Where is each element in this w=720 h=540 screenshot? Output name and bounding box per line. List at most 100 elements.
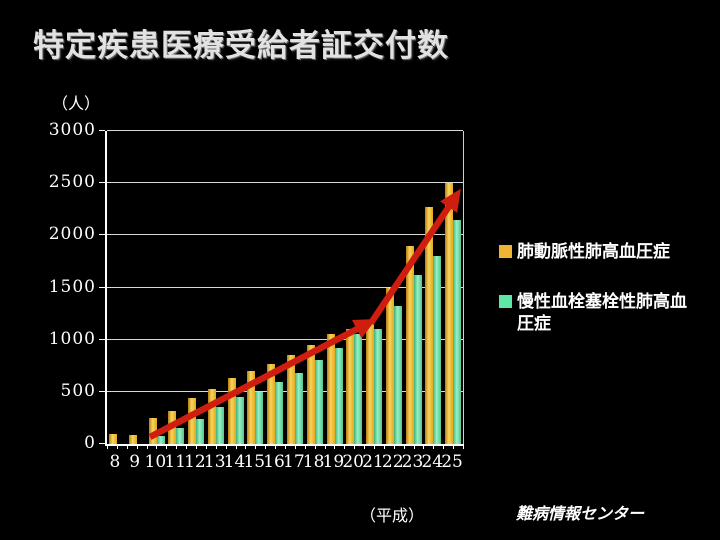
bar-pah	[227, 378, 236, 444]
bar-cteph	[433, 256, 442, 444]
y-tick-label: 1500	[48, 276, 96, 297]
y-axis-labels: 0 500 1000 1500 2000 2500 3000	[0, 0, 96, 540]
x-axis-tick	[354, 444, 356, 449]
x-axis-tick	[364, 444, 366, 449]
gridline	[107, 182, 463, 184]
bar-pah	[109, 433, 117, 444]
x-axis-tick	[443, 444, 445, 449]
bar-pah	[346, 329, 355, 444]
x-axis-tick	[324, 444, 326, 449]
x-tick-label: 13	[203, 452, 226, 472]
y-tick-label: 0	[84, 433, 96, 453]
x-tick-label: 18	[302, 452, 325, 472]
x-axis-tick	[304, 444, 306, 449]
y-axis-tick	[99, 338, 105, 340]
bar-cteph	[354, 334, 363, 444]
bar-pah	[287, 355, 295, 444]
chart-title: 特定疾患医療受給者証交付数	[33, 28, 449, 64]
x-axis-tick	[126, 444, 128, 449]
x-axis-tick	[255, 444, 257, 449]
x-tick-label: 10	[144, 452, 167, 472]
x-axis-tick	[383, 444, 385, 449]
y-axis-tick	[99, 443, 105, 444]
x-tick-label: 20	[342, 452, 364, 472]
y-tick-label: 1000	[48, 328, 96, 349]
bar-pah	[267, 363, 276, 444]
bar-cteph	[275, 382, 284, 444]
x-axis-tick	[275, 444, 277, 449]
y-axis-tick	[99, 234, 105, 236]
x-axis-tick	[235, 444, 237, 449]
x-tick-label: 23	[401, 452, 424, 472]
x-axis-tick	[433, 444, 435, 449]
legend-item-cteph: 慢性血栓塞栓性肺高血圧症	[499, 291, 699, 335]
y-tick-label: 3000	[48, 120, 96, 140]
x-axis-tick	[374, 444, 375, 449]
x-axis-tick	[166, 444, 168, 449]
x-axis-tick	[107, 444, 108, 449]
x-axis-tick	[265, 444, 267, 449]
legend-swatch-cteph	[499, 295, 512, 308]
bar-pah	[247, 370, 256, 444]
y-tick-label: 500	[60, 380, 96, 401]
bar-cteph	[393, 306, 402, 444]
bar-cteph	[334, 348, 343, 444]
bar-pah	[445, 183, 454, 444]
bar-cteph	[235, 397, 244, 444]
x-axis-tick	[176, 444, 178, 449]
x-axis-tick	[186, 444, 188, 449]
bar-pah	[188, 398, 197, 444]
x-axis-tick	[344, 444, 346, 449]
x-tick-label: 11	[164, 452, 186, 472]
x-tick-label: 22	[381, 452, 404, 472]
plot-area	[99, 130, 464, 449]
bar-pah	[306, 344, 315, 444]
y-axis-tick	[99, 390, 105, 392]
x-axis-labels: 8 9 10 11 12 13 14 15 16 17 18 19 20 21 22 23 24 25	[105, 452, 463, 476]
x-axis-tick	[294, 444, 296, 449]
bar-pah	[405, 245, 414, 444]
x-axis-era-label: （平成）	[360, 506, 425, 525]
bar-pah	[425, 207, 434, 444]
y-axis-tick	[99, 286, 105, 288]
x-axis-tick	[463, 444, 464, 449]
bar-pah	[148, 417, 157, 444]
bar-pah	[366, 324, 375, 444]
x-tick-label: 12	[184, 452, 206, 472]
y-axis-tick	[99, 182, 105, 184]
bar-pah	[168, 410, 177, 444]
x-axis-tick	[146, 444, 148, 449]
x-tick-label: 25	[441, 452, 463, 472]
x-axis-tick	[116, 444, 118, 449]
bar-cteph	[374, 329, 383, 444]
bar-pah	[207, 388, 216, 444]
x-tick-label: 9	[129, 452, 141, 472]
y-tick-label: 2500	[48, 172, 96, 193]
credit-label: 難病情報センター	[516, 504, 645, 523]
x-axis-tick	[245, 444, 247, 449]
x-axis-tick	[393, 444, 395, 449]
bar-pah	[385, 287, 394, 444]
x-axis-tick	[136, 444, 138, 449]
x-axis-tick	[196, 444, 197, 449]
x-axis-tick	[413, 444, 415, 449]
x-axis-tick	[334, 444, 336, 449]
x-axis-tick	[403, 444, 405, 449]
y-tick-label: 2000	[48, 224, 96, 245]
bar-cteph	[196, 418, 205, 444]
bar-cteph	[453, 219, 462, 444]
gridline	[107, 286, 463, 288]
bar-cteph	[413, 274, 422, 444]
x-tick-label: 21	[362, 452, 384, 472]
x-axis-tick	[225, 444, 227, 449]
y-axis-unit-label: （人）	[52, 94, 101, 113]
x-axis-tick	[156, 444, 158, 449]
gridline	[107, 130, 463, 131]
x-axis-tick	[453, 444, 455, 449]
bar-cteph	[255, 391, 264, 444]
x-tick-label: 16	[263, 452, 285, 472]
x-axis-tick	[215, 444, 217, 449]
x-axis-tick	[423, 444, 425, 449]
legend-label-pah: 肺動脈性肺高血圧症	[517, 242, 670, 262]
